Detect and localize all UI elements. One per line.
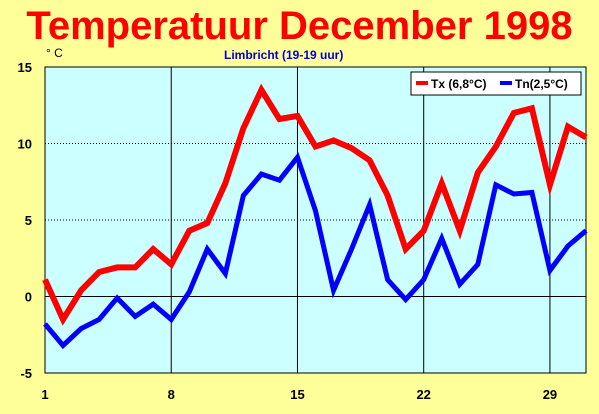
data-point: [242, 127, 245, 129]
data-point: [98, 318, 100, 321]
data-point: [62, 318, 64, 321]
legend: Tx (6,8°C) Tn(2,5°C): [410, 71, 582, 96]
x-tick-label: 8: [168, 387, 175, 402]
data-point: [152, 303, 154, 305]
data-point: [567, 125, 569, 128]
data-point: [44, 323, 46, 325]
legend-label: Tn(2,5°C): [515, 77, 568, 91]
data-point: [242, 194, 245, 197]
data-point: [296, 115, 299, 117]
axis-labels: 15 10 5 0 -5 1 8 15 22 29: [18, 60, 558, 402]
data-point: [134, 266, 136, 269]
data-point: [134, 315, 136, 318]
data-point: [477, 171, 479, 174]
data-point: [188, 229, 191, 232]
data-point: [80, 327, 82, 330]
data-point: [116, 297, 118, 299]
data-point: [206, 222, 209, 224]
data-point: [440, 182, 443, 185]
data-point: [152, 248, 154, 250]
y-tick-label: 10: [18, 137, 32, 152]
data-point: [332, 289, 335, 292]
data-point: [585, 229, 587, 232]
data-point: [567, 245, 569, 247]
legend-box: [410, 71, 582, 96]
data-point: [386, 194, 389, 197]
data-point: [422, 229, 425, 232]
x-tick-label: 1: [41, 387, 48, 402]
data-point: [458, 229, 461, 232]
data-point: [585, 136, 587, 139]
data-point: [368, 159, 371, 162]
data-point: [513, 112, 515, 114]
data-point: [422, 278, 425, 281]
y-tick-label: 15: [18, 60, 32, 75]
data-point: [188, 291, 191, 293]
data-point: [531, 191, 533, 194]
chart-subtitle: Limbricht (19-19 uur): [224, 48, 344, 62]
data-point: [62, 344, 64, 347]
data-point: [98, 271, 100, 273]
data-point: [80, 289, 82, 292]
data-point: [440, 237, 443, 240]
data-point: [224, 182, 227, 185]
data-point: [260, 173, 263, 175]
data-point: [44, 278, 46, 281]
data-point: [170, 318, 173, 321]
x-tick-label: 15: [290, 387, 304, 402]
data-point: [116, 266, 118, 269]
data-point: [296, 156, 299, 159]
x-tick-label: 29: [543, 387, 557, 402]
data-point: [549, 184, 551, 186]
data-point: [314, 210, 317, 212]
data-point: [260, 89, 263, 91]
data-point: [350, 147, 353, 149]
data-point: [368, 203, 371, 206]
series-layer: [42, 83, 588, 350]
data-point: [495, 145, 497, 148]
data-point: [513, 193, 515, 195]
data-point: [350, 248, 353, 250]
data-point: [404, 298, 407, 301]
data-point: [549, 269, 551, 272]
data-point: [170, 263, 173, 266]
legend-swatch: [500, 81, 512, 85]
data-point: [531, 107, 533, 110]
legend-swatch: [416, 81, 428, 85]
data-point: [278, 179, 281, 182]
data-point: [224, 272, 227, 275]
chart-title: Temperatuur December 1998: [26, 4, 573, 48]
data-point: [458, 283, 461, 286]
data-point: [206, 248, 209, 250]
data-point: [278, 118, 281, 120]
y-tick-label: 0: [25, 290, 32, 305]
data-point: [477, 263, 479, 266]
legend-label: Tx (6,8°C): [431, 77, 486, 91]
y-tick-label: -5: [20, 366, 32, 381]
data-point: [386, 278, 389, 281]
data-point: [495, 184, 497, 186]
y-tick-label: 5: [25, 213, 32, 228]
x-tick-label: 22: [416, 387, 430, 402]
y-axis-unit: ° C: [46, 46, 63, 60]
data-point: [404, 248, 407, 250]
data-point: [332, 139, 335, 142]
data-point: [314, 145, 317, 148]
